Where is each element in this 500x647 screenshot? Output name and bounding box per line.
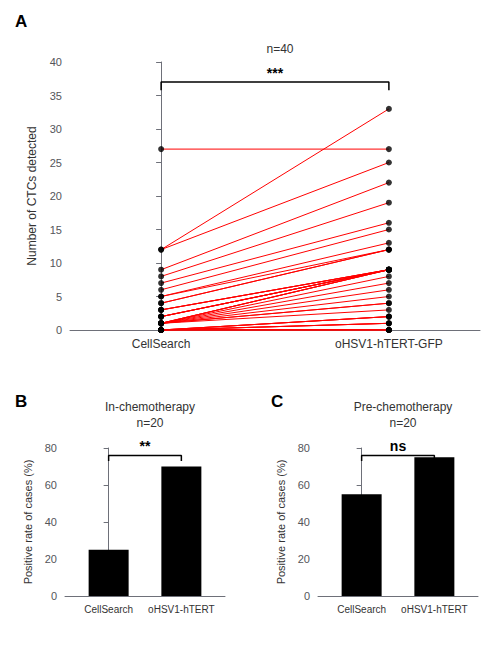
- svg-text:A: A: [15, 12, 27, 31]
- svg-text:40: 40: [298, 516, 310, 528]
- svg-text:10: 10: [50, 257, 62, 269]
- svg-text:***: ***: [267, 65, 284, 81]
- svg-text:Positive rate of cases (%): Positive rate of cases (%): [275, 460, 287, 585]
- svg-text:oHSV1-hTERT: oHSV1-hTERT: [148, 604, 215, 615]
- svg-text:35: 35: [50, 90, 62, 102]
- svg-text:60: 60: [298, 479, 310, 491]
- svg-text:0: 0: [56, 324, 62, 336]
- svg-text:80: 80: [298, 442, 310, 454]
- svg-text:n=20: n=20: [136, 416, 163, 430]
- svg-text:Positive rate of cases (%): Positive rate of cases (%): [22, 460, 34, 585]
- svg-text:5: 5: [56, 291, 62, 303]
- svg-text:15: 15: [50, 224, 62, 236]
- svg-text:In-chemotherapy: In-chemotherapy: [105, 400, 195, 414]
- svg-text:Pre-chemotherapy: Pre-chemotherapy: [354, 400, 453, 414]
- svg-text:ns: ns: [390, 438, 407, 454]
- svg-text:C: C: [271, 392, 283, 411]
- svg-text:25: 25: [50, 157, 62, 169]
- svg-text:Number of CTCs detected: Number of CTCs detected: [25, 126, 39, 265]
- svg-text:0: 0: [304, 590, 310, 602]
- svg-text:n=40: n=40: [266, 42, 293, 56]
- svg-text:60: 60: [45, 479, 57, 491]
- svg-text:20: 20: [45, 553, 57, 565]
- svg-text:20: 20: [298, 553, 310, 565]
- svg-text:n=20: n=20: [389, 416, 416, 430]
- svg-text:20: 20: [50, 190, 62, 202]
- svg-text:CellSearch: CellSearch: [84, 604, 133, 615]
- svg-text:40: 40: [50, 56, 62, 68]
- svg-text:30: 30: [50, 123, 62, 135]
- svg-text:80: 80: [45, 442, 57, 454]
- svg-text:oHSV1-hTERT: oHSV1-hTERT: [401, 604, 468, 615]
- svg-text:CellSearch: CellSearch: [337, 604, 386, 615]
- svg-text:B: B: [15, 392, 27, 411]
- svg-text:0: 0: [51, 590, 57, 602]
- svg-text:CellSearch: CellSearch: [132, 337, 191, 351]
- svg-text:40: 40: [45, 516, 57, 528]
- svg-text:oHSV1-hTERT-GFP: oHSV1-hTERT-GFP: [335, 337, 443, 351]
- svg-text:**: **: [140, 438, 151, 454]
